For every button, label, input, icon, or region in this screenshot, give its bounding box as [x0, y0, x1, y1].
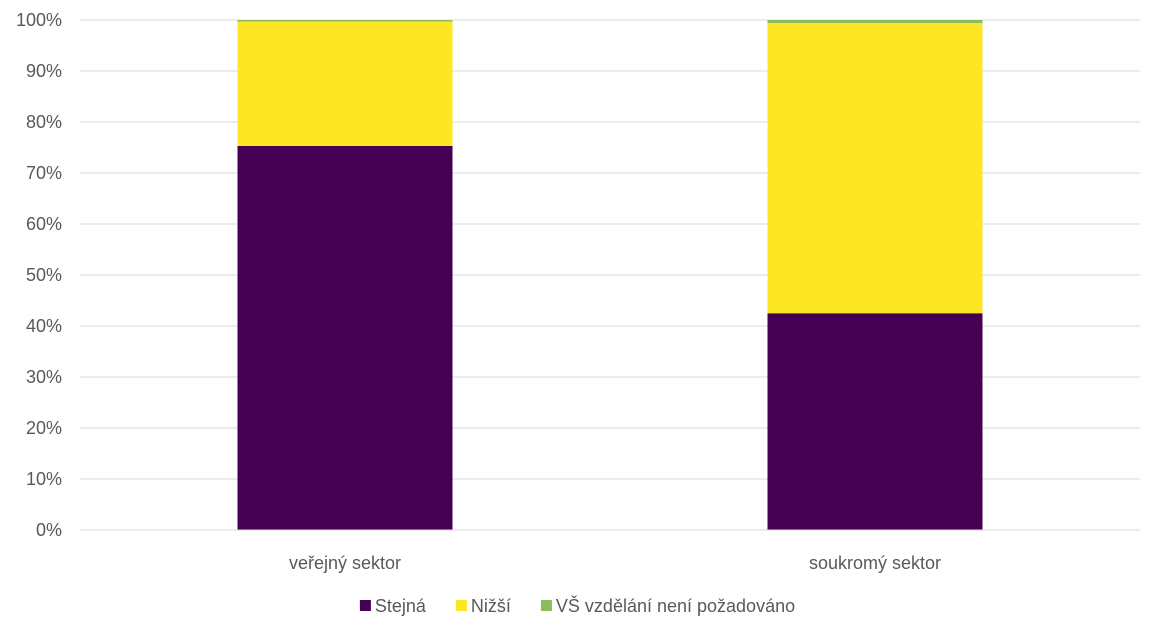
y-tick-label: 30% — [26, 367, 62, 387]
y-tick-label: 40% — [26, 316, 62, 336]
y-tick-label: 20% — [26, 418, 62, 438]
legend-label: Nižší — [471, 596, 511, 616]
bar-segment — [767, 313, 983, 530]
legend: Stejná Nižší VŠ vzdělání není požadováno — [359, 595, 795, 616]
y-tick-label: 70% — [26, 163, 62, 183]
category-labels: veřejný sektor soukromý sektor — [289, 553, 941, 573]
legend-label: Stejná — [375, 596, 427, 616]
category-label: veřejný sektor — [289, 553, 401, 573]
y-tick-label: 100% — [16, 10, 62, 30]
bar-segment — [237, 20, 453, 22]
bar-segment — [767, 20, 983, 24]
legend-label: VŠ vzdělání není požadováno — [556, 595, 795, 616]
y-tick-label: 50% — [26, 265, 62, 285]
bar-segment — [237, 21, 453, 146]
legend-swatch — [540, 600, 552, 611]
y-axis-tick-labels: 0% 10% 20% 30% 40% 50% 60% 70% 80% 90% 100% — [16, 10, 62, 540]
y-tick-label: 0% — [36, 520, 62, 540]
y-tick-label: 80% — [26, 112, 62, 132]
bar-segment — [767, 23, 983, 314]
category-label: soukromý sektor — [809, 553, 941, 573]
bars — [237, 20, 983, 530]
y-tick-label: 60% — [26, 214, 62, 234]
bar-segment — [237, 145, 453, 530]
legend-swatch — [455, 600, 467, 611]
y-tick-label: 90% — [26, 61, 62, 81]
legend-swatch — [359, 600, 371, 611]
y-tick-label: 10% — [26, 469, 62, 489]
